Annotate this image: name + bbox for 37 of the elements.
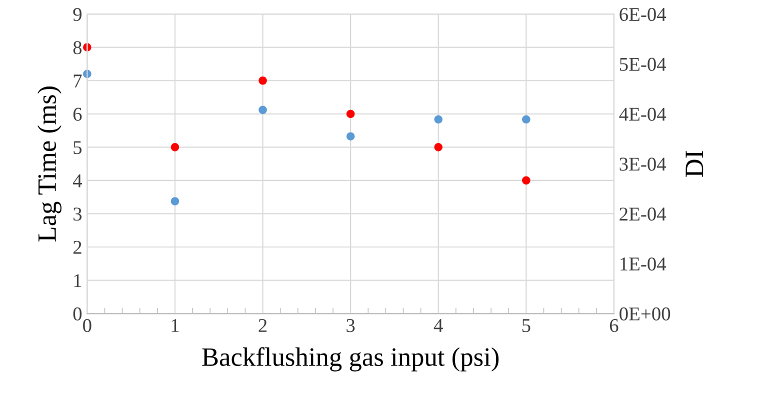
- point: [434, 115, 443, 124]
- y2-tick-label: 6E-04: [620, 8, 666, 22]
- y2-tick-label: 0E+00: [620, 307, 670, 320]
- y-tick-label: 6: [73, 108, 82, 121]
- y-tick-label: 7: [74, 74, 82, 88]
- x-tick-label: 0: [83, 318, 92, 332]
- y2-tick-label: 3E-04: [620, 158, 666, 171]
- y-tick-label: 1: [74, 274, 82, 288]
- y-tick-label: 2: [73, 240, 82, 254]
- y-tick-label: 8: [73, 41, 82, 54]
- point: [170, 143, 180, 152]
- point: [346, 110, 355, 118]
- x-tick-label: 5: [522, 319, 530, 332]
- point: [346, 132, 355, 141]
- point: [258, 106, 267, 114]
- y-tick-label: 9: [73, 8, 82, 22]
- y-axis-title: Lag Time (ms): [37, 86, 62, 242]
- y2-tick-label: 1E-04: [620, 257, 666, 271]
- x-tick-label: 2: [258, 319, 267, 332]
- y2-axis-title: DI: [686, 150, 704, 177]
- x-tick-label: 1: [172, 319, 179, 332]
- y-tick-label: 0: [73, 307, 82, 320]
- y-tick-label: 3: [74, 208, 82, 221]
- point: [522, 115, 530, 124]
- y-tick-label: 5: [74, 141, 82, 154]
- y-tick-label: 4: [72, 174, 82, 188]
- y2-tick-label: 4E-04: [619, 108, 666, 121]
- point: [522, 176, 530, 185]
- x-axis-title: Backflushing gas input (psi): [202, 347, 499, 372]
- x-tick-label: 4: [434, 319, 443, 332]
- y2-tick-label: 5E-04: [620, 58, 666, 71]
- point: [170, 197, 180, 206]
- point: [258, 76, 267, 85]
- x-tick-label: 3: [346, 319, 355, 332]
- x-tick-label: 6: [610, 319, 618, 332]
- y2-tick-label: 2E-04: [620, 208, 666, 221]
- point: [434, 143, 443, 152]
